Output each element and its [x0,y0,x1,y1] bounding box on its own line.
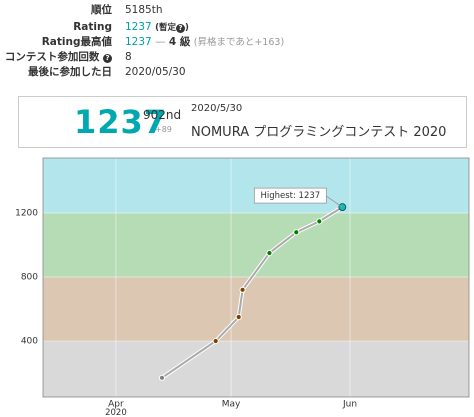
label: Rating最高値 [41,36,112,48]
plot-border [42,157,470,398]
rating-point [239,286,246,293]
rating-card: 1237 902nd +89 2020/5/30 NOMURA プログラミングコ… [18,96,467,148]
value: 8 [125,51,132,63]
row: Rating最高値 1237 — 4 級 (昇格まであと+163) [0,35,474,50]
row: コンテスト参加回数 ? 8 [0,50,474,65]
label: コンテスト参加回数 [4,51,100,63]
card-rating: 1237 [74,103,168,141]
label: 最後に参加した日 [28,66,112,78]
x-tick-label: Jun [342,400,357,410]
rating-band [43,277,469,342]
annotation: Highest: 1237 [260,191,320,201]
card-date: 2020/5/30 [191,103,243,114]
card-contest[interactable]: NOMURA プログラミングコンテスト 2020 [191,125,447,140]
value: 2020/05/30 [125,66,186,78]
annotation-box [253,187,327,204]
y-tick-label: 800 [21,273,38,283]
rating-point [316,218,323,225]
rating-band [43,341,469,397]
label: 順位 [91,4,112,16]
dash: — [155,36,166,48]
row: 最後に参加した日 2020/05/30 [0,65,474,80]
rating-point [235,313,242,321]
value-group: 1237 — 4 級 (昇格まであと+163) [125,35,284,50]
y-tick-label: 400 [21,337,38,347]
value: 5185th [125,4,163,16]
note: (暫定 [155,23,176,33]
x-tick-label: Apr [108,400,124,410]
row: 順位 5185th [0,3,474,18]
plot-area [43,158,469,397]
help-icon[interactable]: ? [103,54,112,63]
help-icon[interactable]: ? [175,24,185,33]
rating-point [266,249,273,257]
annotation-leader [326,195,343,208]
rating-line [161,206,343,379]
y-tick-label: 1200 [15,209,38,219]
x-tick-label: May [222,400,241,410]
rating-point [212,337,219,345]
grade: 4 級 [168,36,191,48]
card-place: 902nd [143,108,182,122]
note: ) [184,23,189,33]
row: Rating 1237 (暫定?) [0,20,474,35]
note: (昇格まであと+163) [193,37,285,48]
value: 1237 [125,21,152,33]
rating-band [43,213,469,278]
rating-point [158,374,166,381]
rating-band [43,158,469,214]
x-year-label: 2020 [105,408,127,417]
label: Rating [73,21,112,33]
value: 1237 [125,36,152,48]
rating-point [293,229,300,236]
label-group: コンテスト参加回数 ? [5,50,112,65]
card-diff: +89 [155,125,172,134]
value-group: 1237 (暫定?) [125,20,189,36]
